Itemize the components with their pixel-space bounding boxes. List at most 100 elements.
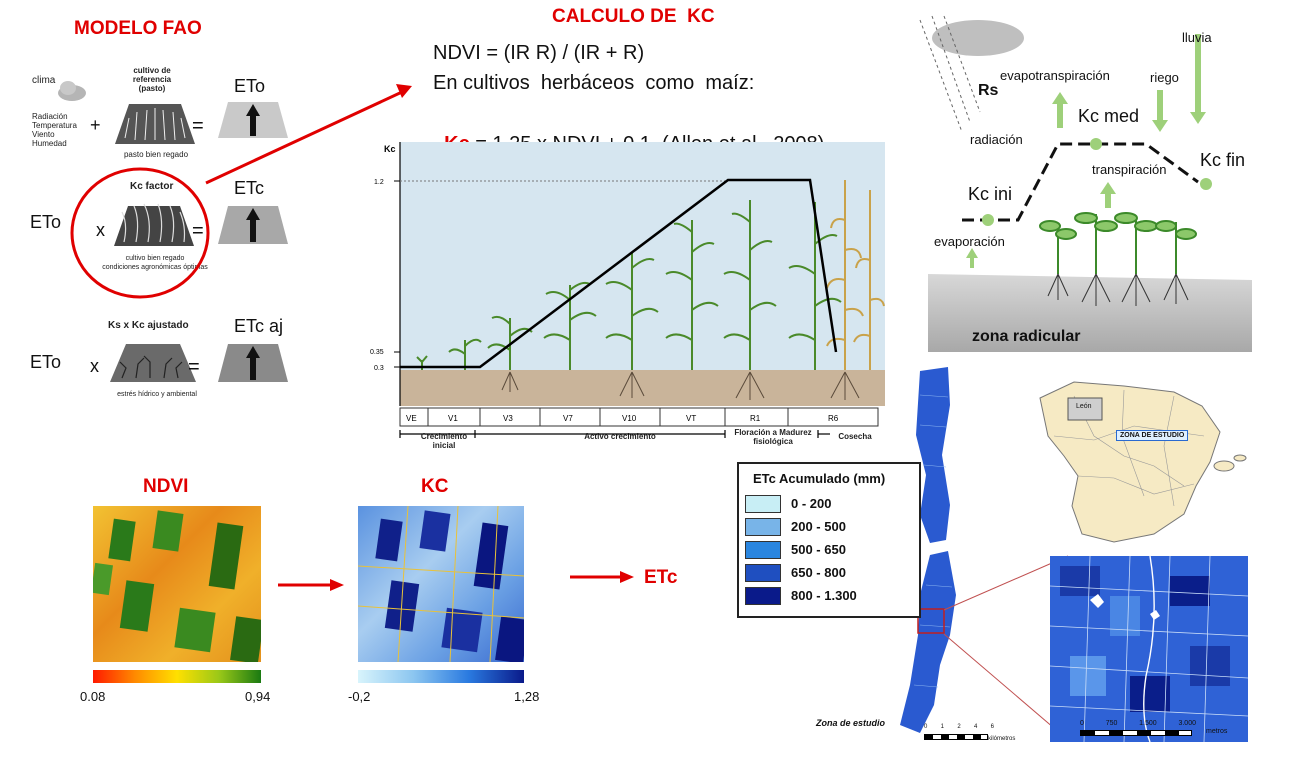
legend-title: ETc Acumulado (mm) — [753, 471, 886, 486]
soil-block — [928, 274, 1252, 352]
kc-highlight-circle — [70, 167, 210, 299]
kc-curve-diagram: Kc 1.2 0.35 0.3 VE V1 V3 V7 V10 VT R1 R6 — [370, 142, 885, 438]
stage-v10: V10 — [622, 414, 637, 423]
legend-item: 0 - 200 — [739, 492, 919, 515]
kc-arrow-line — [205, 90, 403, 185]
kc-map — [358, 506, 524, 662]
stress-caption: estrés hídrico y ambiental — [117, 391, 197, 398]
evaporacion-label: evaporación — [934, 234, 1005, 249]
legend-swatch — [745, 494, 781, 513]
root-system — [1047, 273, 1189, 306]
legend-swatch — [745, 563, 781, 582]
kc-arrow-head — [396, 84, 412, 98]
ndvi-title: NDVI — [143, 476, 189, 497]
kc-med-label: Kc med — [1078, 106, 1140, 126]
legend-swatch — [745, 540, 781, 559]
kc-ini-label: Kc ini — [968, 184, 1013, 204]
irrigation-arrow — [1152, 90, 1168, 132]
kc-calc-title: CALCULO DE KC — [552, 6, 715, 27]
zoomed-field-map: 0 750 1.500 3.000 metros — [1050, 556, 1248, 742]
equals-sign-3: = — [188, 356, 200, 378]
transpiration-arrow — [1100, 182, 1116, 208]
equals-sign: = — [192, 115, 204, 137]
study-area-strip-map — [900, 367, 956, 733]
zona-radicular-label: zona radicular — [972, 328, 1081, 345]
lluvia-label: lluvia — [1182, 30, 1212, 45]
legend-swatch — [745, 517, 781, 536]
phase-flowering: Floración a Madurez fisiológica — [734, 428, 812, 446]
zona-estudio-caption: Zona de estudio — [816, 718, 886, 728]
kc-etc-arrow-head — [620, 571, 634, 583]
et-diagram: Rs radiación evapotranspiración lluvia r… — [908, 12, 1252, 352]
stage-v1: V1 — [448, 414, 458, 423]
stage-v3: V3 — [503, 414, 513, 423]
tick-label-1-2: 1.2 — [374, 179, 384, 186]
legend-label: 800 - 1.300 — [791, 588, 857, 603]
kc-min: -0,2 — [348, 689, 371, 704]
kc-factor-label: Kc factor — [130, 181, 174, 192]
leon-label: León — [1076, 403, 1092, 410]
fao-title: MODELO FAO — [74, 18, 202, 39]
etc-output-label: ETc — [644, 567, 678, 588]
kc-ini-dot — [982, 214, 994, 226]
reference-crop-caption: pasto bien regado — [123, 150, 189, 159]
ndvi-max: 0,94 — [245, 689, 271, 704]
ndvi-map — [93, 506, 261, 662]
kc-max: 1,28 — [514, 689, 540, 704]
eto-result-label: ETo — [234, 76, 266, 96]
kc-et-curve — [962, 142, 1199, 222]
ndvi-min: 0.08 — [80, 689, 106, 704]
sun-cloud — [932, 20, 1024, 56]
evapotranspiration-arrow — [1052, 92, 1068, 128]
ks-kc-label: Ks x Kc ajustado — [108, 320, 189, 331]
stressed-crop-icon — [110, 344, 196, 382]
times-sign-1: x — [96, 220, 105, 240]
radiation-lines — [919, 15, 981, 133]
right-scale-bar: 0 750 1.500 3.000 — [1080, 720, 1200, 736]
transpiracion-label: transpiración — [1092, 162, 1167, 177]
etc-aj-result-label: ETc aj — [234, 316, 284, 336]
radiacion-label: radiación — [970, 132, 1023, 147]
clima-vars: Radiación Temperatura Viento Humedad — [32, 112, 77, 148]
kc-curve-line — [400, 178, 838, 369]
rs-label: Rs — [978, 82, 999, 99]
kc-field-boundaries — [358, 506, 524, 662]
evaporation-arrow — [966, 248, 978, 268]
eto-arrow-icon — [218, 102, 288, 138]
evapotranspiracion-label: evapotranspiración — [1000, 68, 1110, 83]
zoomed-field-grid — [1050, 556, 1248, 742]
kc-colorbar — [358, 670, 524, 683]
fao-model-diagram: clima Radiación Temperatura Viento Humedad … — [20, 60, 310, 410]
etc-arrow-icon — [218, 206, 288, 244]
clima-label: clima — [32, 75, 56, 86]
roots — [501, 371, 860, 400]
zoom-rectangle — [917, 608, 945, 634]
crop-field-icon — [114, 203, 194, 246]
zona-estudio-box: ZONA DE ESTUDIO — [1116, 430, 1189, 441]
legend-item: 650 - 800 — [739, 561, 919, 584]
phase-harvest: Cosecha — [838, 432, 872, 441]
tick-label-0-3: 0.3 — [374, 365, 384, 372]
kc-caption: cultivo bien regado condiciones agronómic… — [102, 255, 208, 271]
zoom-lines — [943, 555, 1069, 741]
kc-med-dot — [1090, 138, 1102, 150]
et-diagram-graphics — [919, 15, 1252, 352]
etc-aj-arrow-icon — [218, 344, 288, 382]
left-scale-unit: kilómetros — [988, 736, 1016, 742]
ndvi-kc-arrow-head — [330, 579, 344, 591]
times-sign-2: x — [90, 356, 99, 376]
eto-input-label-2: ETo — [30, 352, 62, 372]
right-scale-unit: metros — [1206, 728, 1228, 735]
equals-sign-2: = — [192, 220, 204, 242]
kc-fin-dot — [1200, 178, 1212, 190]
stage-bar — [399, 407, 879, 427]
crop-note: En cultivos herbáceos como maíz: — [433, 72, 755, 94]
legend-label: 0 - 200 — [791, 496, 832, 511]
stage-vt: VT — [686, 414, 696, 423]
legend-item: 200 - 500 — [739, 515, 919, 538]
ndvi-colorbar — [93, 670, 261, 683]
cloud-icon — [58, 81, 86, 101]
legend-label: 200 - 500 — [791, 519, 846, 534]
rain-arrow — [1190, 34, 1206, 124]
